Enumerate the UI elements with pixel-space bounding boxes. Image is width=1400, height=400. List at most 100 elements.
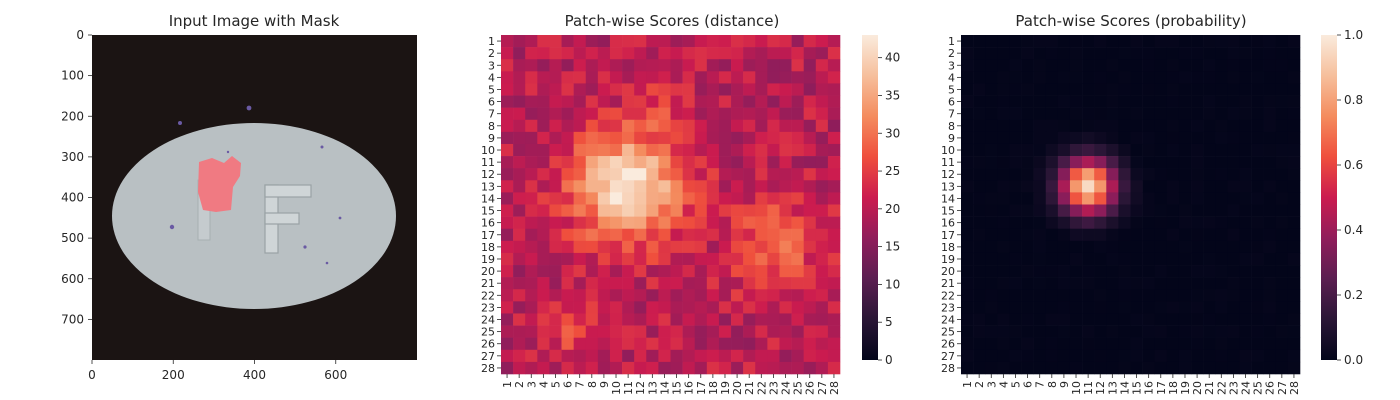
heatmap-cell xyxy=(731,325,744,338)
heatmap-cell xyxy=(779,289,792,302)
heatmap-cell xyxy=(767,71,780,84)
heatmap-cell xyxy=(1275,228,1289,242)
heatmap-cell xyxy=(501,35,514,48)
heatmap-cell xyxy=(997,289,1010,302)
heatmap-cell xyxy=(1069,95,1083,108)
heatmap-cell xyxy=(1045,168,1059,181)
heatmap-cell xyxy=(525,252,538,266)
heatmap-cell xyxy=(815,216,829,230)
heatmap-cell xyxy=(682,131,696,145)
heatmap-cell xyxy=(694,119,708,133)
heatmap-cell xyxy=(1178,59,1192,72)
heatmap-cell xyxy=(1227,59,1240,72)
heatmap-cell xyxy=(597,180,611,193)
heatmap-cell xyxy=(1118,131,1131,145)
heatmap-cell xyxy=(973,95,986,108)
heatmap-cell xyxy=(1251,228,1264,242)
heatmap-cell xyxy=(1094,337,1107,351)
heatmap-cell xyxy=(1082,47,1095,60)
heatmap-cell xyxy=(973,337,986,351)
colorbar-tick-label: 40 xyxy=(885,51,900,65)
heatmap-cell xyxy=(1227,252,1240,266)
heatmap-cell xyxy=(1251,325,1264,338)
heatmap-cell xyxy=(1227,349,1240,363)
heatmap-cell xyxy=(1057,216,1071,230)
heatmap-cell xyxy=(767,277,780,290)
heatmap-cell xyxy=(537,71,550,84)
heatmap-cell xyxy=(585,313,599,326)
heatmap-cell xyxy=(537,301,550,314)
y-tick-label: 16 xyxy=(481,217,495,230)
heatmap-cell xyxy=(1021,131,1034,145)
heatmap-cell xyxy=(537,131,550,145)
heatmap-cell xyxy=(743,349,756,363)
heatmap-cell xyxy=(1057,168,1071,181)
heatmap-cell xyxy=(1069,361,1083,375)
heatmap-cell xyxy=(1154,216,1168,230)
heatmap-cell xyxy=(609,83,623,96)
heatmap-cell xyxy=(513,83,526,96)
heatmap-cell xyxy=(658,168,671,181)
heatmap-cell xyxy=(1203,204,1216,217)
heatmap-cell xyxy=(985,313,998,326)
x-tick-label: 1 xyxy=(501,381,514,388)
heatmap-cell xyxy=(1178,204,1192,217)
heatmap-cell xyxy=(525,240,538,254)
heatmap-cell xyxy=(1191,47,1204,60)
y-tick-label: 28 xyxy=(941,362,955,375)
x-tick-label: 1 xyxy=(961,381,974,388)
heatmap-cell xyxy=(1045,204,1059,217)
heatmap-cell xyxy=(985,47,998,60)
heatmap-cell xyxy=(525,168,538,181)
heatmap-cell xyxy=(1239,180,1252,193)
heatmap-cell xyxy=(985,277,998,290)
heatmap-cell xyxy=(997,119,1010,133)
heatmap-cell xyxy=(1154,59,1168,72)
heatmap-cell xyxy=(597,252,611,266)
heatmap-cell xyxy=(815,83,829,96)
heatmap-cell xyxy=(791,107,804,121)
heatmap-cell xyxy=(1191,252,1204,266)
heatmap-cell xyxy=(1178,156,1192,169)
heatmap-cell xyxy=(1215,228,1228,242)
y-tick-label: 25 xyxy=(941,326,955,339)
heatmap-cell xyxy=(670,216,683,230)
heatmap-cell xyxy=(634,204,647,217)
heatmap-cell xyxy=(731,131,744,145)
heatmap-cell xyxy=(525,361,538,375)
heatmap-cell xyxy=(803,301,817,314)
heatmap-cell xyxy=(1166,337,1180,351)
colorbar-tick-label: 0.4 xyxy=(1344,223,1363,237)
heatmap-cell xyxy=(827,252,841,266)
heatmap-cell xyxy=(670,180,683,193)
heatmap-cell xyxy=(549,168,562,181)
heatmap-cell xyxy=(1094,192,1107,205)
heatmap-cell xyxy=(803,204,817,217)
heatmap-cell xyxy=(1082,143,1095,157)
heatmap-cell xyxy=(997,131,1010,145)
heatmap-cell xyxy=(827,47,841,60)
heatmap-cell xyxy=(803,107,817,121)
heatmap-cell xyxy=(501,252,514,266)
heatmap-cell xyxy=(1045,192,1059,205)
heatmap-cell xyxy=(658,277,671,290)
heatmap-cell xyxy=(815,313,829,326)
heatmap-cell xyxy=(694,265,708,278)
heatmap-cell xyxy=(1045,277,1059,290)
heatmap-cell xyxy=(597,59,611,72)
heatmap-cell xyxy=(1191,95,1204,108)
heatmap-cell xyxy=(501,168,514,181)
heatmap-cell xyxy=(827,180,841,193)
heatmap-cell xyxy=(573,240,587,254)
heatmap-cell xyxy=(1203,168,1216,181)
heatmap-cell xyxy=(1251,252,1264,266)
heatmap-cell xyxy=(1154,47,1168,60)
heatmap-cell xyxy=(1263,228,1277,242)
heatmap-cell xyxy=(1154,192,1168,205)
heatmap-cell xyxy=(961,313,974,326)
heatmap-cell xyxy=(791,119,804,133)
y-tick-label: 100 xyxy=(61,69,84,83)
heatmap-cell xyxy=(1239,301,1252,314)
heatmap-cell xyxy=(718,143,732,157)
heatmap-cell xyxy=(1033,313,1047,326)
